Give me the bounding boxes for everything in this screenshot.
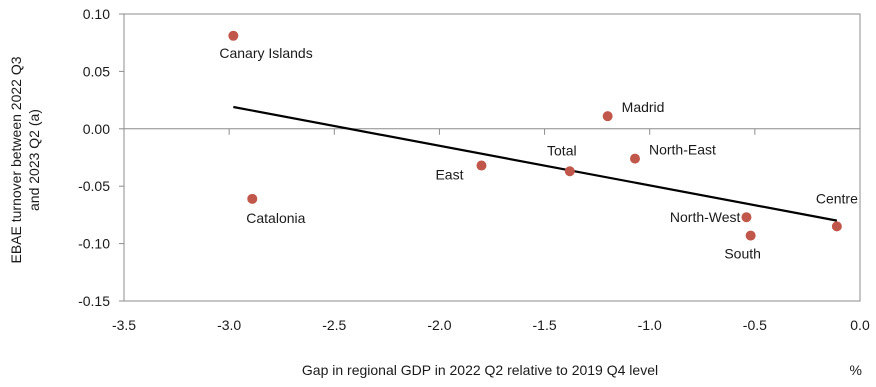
data-point [629, 153, 640, 164]
data-point [831, 221, 842, 232]
y-axis-title-line-2: and 2023 Q2 (a) [26, 109, 42, 211]
y-tick-label: 0.05 [83, 63, 110, 79]
data-point [741, 212, 752, 223]
x-tick-label: -1.0 [638, 317, 662, 333]
trendline [233, 105, 838, 222]
data-label: North-East [649, 142, 716, 158]
data-label: South [724, 246, 761, 262]
data-label: North-West [670, 209, 741, 225]
data-point [247, 193, 258, 204]
y-tick-label: -0.05 [78, 178, 110, 194]
data-point [745, 230, 756, 241]
data-label: Madrid [622, 99, 665, 115]
y-tick-label: 0.10 [83, 6, 110, 22]
data-point [602, 111, 613, 122]
x-tick-label: -2.5 [322, 317, 346, 333]
y-tick-label: -0.15 [78, 293, 110, 309]
plot-frame [123, 13, 861, 302]
x-tick-label: -0.5 [743, 317, 767, 333]
data-label: Centre [816, 190, 858, 206]
y-tick-label: 0.00 [83, 121, 110, 137]
x-axis-title: Gap in regional GDP in 2022 Q2 relative … [302, 362, 658, 378]
y-axis-title-line-1: EBAE turnover between 2022 Q3 [8, 56, 24, 263]
x-tick-label: 0.0 [850, 317, 870, 333]
y-axis-title: EBAE turnover between 2022 Q3 and 2023 Q… [8, 56, 42, 263]
data-label: Catalonia [246, 210, 305, 226]
data-label: Total [547, 142, 577, 158]
x-tick-label: -2.0 [427, 317, 451, 333]
data-point [564, 166, 575, 177]
x-tick-label: -1.5 [533, 317, 557, 333]
data-point [228, 30, 239, 41]
x-axis-unit: % [850, 362, 862, 378]
y-tick-label: -0.10 [78, 236, 110, 252]
x-tick-label: -3.5 [112, 317, 136, 333]
data-point [476, 160, 487, 171]
x-tick-label: -3.0 [217, 317, 241, 333]
data-label: Canary Islands [219, 45, 312, 61]
data-label: East [435, 167, 463, 183]
